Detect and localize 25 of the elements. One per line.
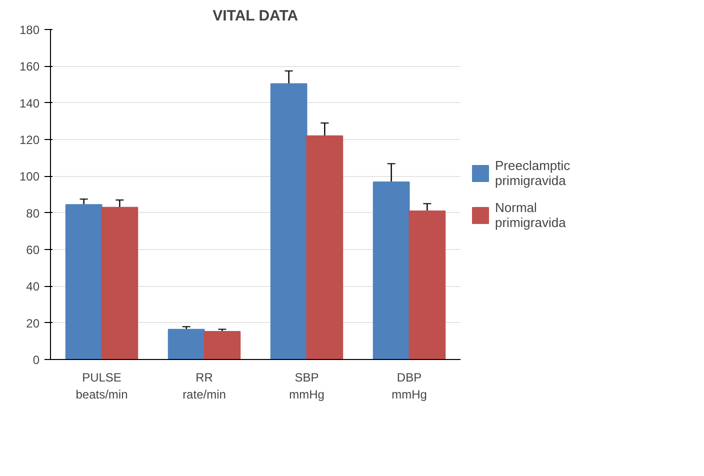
x-tick-label: RR rate/min (182, 370, 226, 402)
y-tick-label: 0 (32, 353, 40, 367)
y-tick-label: 80 (26, 206, 40, 220)
chart-title: VITAL DATA (212, 8, 298, 24)
x-tick-label: SBP mmHg (289, 370, 324, 402)
x-tick-label: DBP mmHg (392, 370, 427, 402)
y-tick-label: 100 (19, 170, 40, 184)
y-tick-label: 160 (19, 60, 40, 74)
bar (408, 210, 446, 360)
bar (65, 204, 102, 360)
bar (306, 135, 344, 360)
bar (270, 83, 308, 360)
bar (168, 328, 205, 360)
bar (101, 206, 138, 360)
y-tick-label: 40 (26, 280, 40, 294)
bar (372, 182, 410, 360)
x-tick-label: PULSE beats/min (76, 370, 128, 402)
legend-label: Normal primigravida (495, 200, 566, 230)
y-tick-label: 20 (26, 316, 40, 330)
y-tick-label: 140 (19, 96, 40, 110)
y-tick-label: 180 (19, 23, 40, 37)
bar (204, 330, 241, 360)
y-tick-label: 120 (19, 133, 40, 147)
legend-label: Preeclamptic primigravida (495, 158, 570, 188)
y-tick-label: 60 (26, 243, 40, 257)
